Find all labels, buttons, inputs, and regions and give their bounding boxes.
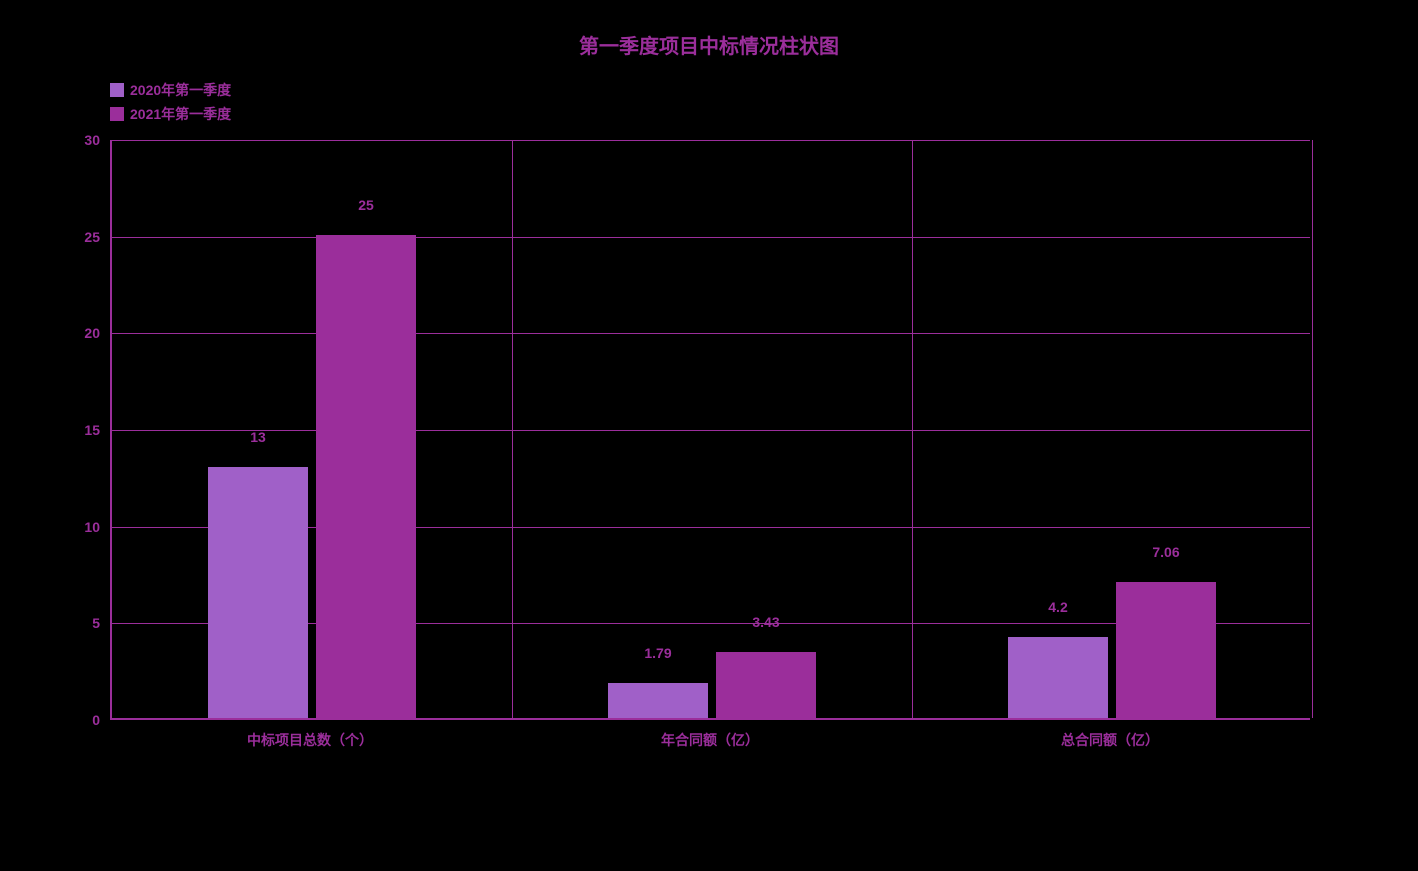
legend-swatch-0: [110, 83, 124, 97]
bar: [1116, 582, 1216, 718]
gridline-h: [112, 237, 1310, 238]
legend-label-1: 2021年第一季度: [130, 104, 231, 124]
gridline-h: [112, 140, 1310, 141]
gridline-v: [1312, 140, 1313, 718]
bar-value-label: 25: [358, 197, 374, 213]
x-tick-label: 中标项目总数（个）: [247, 730, 373, 750]
bar-chart: 第一季度项目中标情况柱状图 2020年第一季度 2021年第一季度 13 25 1.…: [40, 20, 1378, 831]
bar: [208, 467, 308, 718]
bar: [1008, 637, 1108, 718]
y-tick-label: 10: [70, 519, 100, 535]
bar-value-label: 4.2: [1048, 599, 1067, 615]
bar: [316, 235, 416, 718]
legend-item: 2021年第一季度: [110, 104, 231, 124]
legend-swatch-1: [110, 107, 124, 121]
y-tick-label: 5: [70, 615, 100, 631]
bar: [608, 683, 708, 718]
x-tick-label: 年合同额（亿）: [661, 730, 759, 750]
legend-label-0: 2020年第一季度: [130, 80, 231, 100]
bar-value-label: 7.06: [1152, 544, 1179, 560]
gridline-h: [112, 333, 1310, 334]
gridline-h: [112, 430, 1310, 431]
chart-title: 第一季度项目中标情况柱状图: [40, 30, 1378, 59]
bar-value-label: 13: [250, 429, 266, 445]
legend-item: 2020年第一季度: [110, 80, 231, 100]
gridline-v: [912, 140, 913, 718]
legend: 2020年第一季度 2021年第一季度: [110, 80, 231, 128]
bar: [716, 652, 816, 718]
y-tick-label: 25: [70, 229, 100, 245]
bar-value-label: 3.43: [752, 614, 779, 630]
y-tick-label: 30: [70, 132, 100, 148]
bar-value-label: 1.79: [644, 645, 671, 661]
gridline-v: [512, 140, 513, 718]
plot-area: 13 25 1.79 3.43 4.2 7.06: [110, 140, 1310, 720]
x-tick-label: 总合同额（亿）: [1061, 730, 1159, 750]
y-tick-label: 0: [70, 712, 100, 728]
y-tick-label: 20: [70, 325, 100, 341]
y-tick-label: 15: [70, 422, 100, 438]
